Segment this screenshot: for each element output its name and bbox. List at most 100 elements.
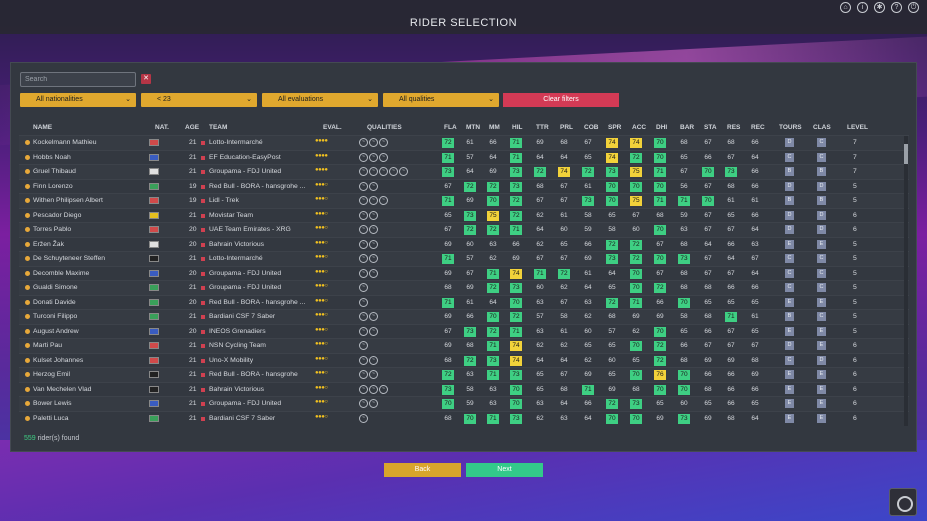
column-header[interactable]: SPR bbox=[608, 124, 622, 131]
search-input[interactable] bbox=[20, 72, 136, 87]
stat-cell: 66 bbox=[704, 327, 712, 335]
column-header[interactable]: TOURS bbox=[779, 124, 802, 131]
clas-badge: E bbox=[817, 297, 826, 307]
column-header[interactable]: TTR bbox=[536, 124, 549, 131]
column-header[interactable]: MM bbox=[489, 124, 500, 131]
rider-level: 7 bbox=[853, 168, 857, 175]
stat-cell: 63 bbox=[536, 400, 544, 407]
tours-badge: C bbox=[785, 152, 794, 162]
game-logo-icon[interactable] bbox=[889, 488, 917, 516]
stat-cell: 73 bbox=[464, 326, 476, 337]
stat-cell: 73 bbox=[630, 399, 642, 409]
table-row[interactable]: Herzog Emil 21 Red Bull - BORA - hansgrohe… bbox=[19, 367, 909, 382]
nationality-filter-label: All nationalities bbox=[36, 96, 83, 103]
table-row[interactable]: Pescador Diego 21 Movistar Team ●●●○ ~ ~65 73 7… bbox=[19, 207, 909, 223]
help-icon[interactable]: ? bbox=[891, 2, 902, 13]
stat-cell: 66 bbox=[751, 284, 759, 291]
table-row[interactable]: Van Mechelen Vlad 21 Bahrain Victorious ●●●… bbox=[19, 381, 909, 397]
quality-icon: ~ bbox=[359, 152, 368, 162]
table-row[interactable]: Turconi Filippo 21 Bardiani CSF 7 Saber ●●●… bbox=[19, 309, 909, 324]
qualities-filter[interactable]: All qualities ⌄ bbox=[383, 93, 499, 107]
rider-status-dot bbox=[25, 256, 30, 261]
table-row[interactable]: Paletti Luca 21 Bardiani CSF 7 Saber ●●●○ ~6… bbox=[19, 410, 909, 426]
column-header[interactable]: PRL bbox=[560, 124, 573, 131]
clear-filters-button[interactable]: Clear filters bbox=[503, 93, 619, 107]
column-header[interactable]: COB bbox=[584, 124, 599, 131]
column-header[interactable]: AGE bbox=[185, 124, 200, 131]
table-row[interactable]: De Schuyteneer Steffen 21 Lotto-Intermarch… bbox=[19, 251, 909, 266]
table-row[interactable]: August Andrew 20 INEOS Grenadiers ●●●○ ~ ~67 7… bbox=[19, 323, 909, 339]
stat-cell: 70 bbox=[606, 413, 618, 424]
table-row[interactable]: Eržen Žak 20 Bahrain Victorious ●●●○ ~ ~69 60 6… bbox=[19, 236, 909, 252]
stat-cell: 61 bbox=[560, 327, 568, 335]
table-row[interactable]: Torres Pablo 20 UAE Team Emirates - XRG ●●●… bbox=[19, 222, 909, 237]
stat-cell: 64 bbox=[751, 414, 759, 422]
tours-badge: B bbox=[785, 312, 794, 321]
rider-team: Lotto-Intermarché bbox=[209, 255, 263, 262]
stat-cell: 62 bbox=[632, 327, 640, 335]
scrollbar-thumb[interactable] bbox=[904, 144, 908, 164]
rider-status-dot bbox=[25, 401, 30, 406]
table-row[interactable]: Kockelmann Mathieu 21 Lotto-Intermarché ●●●… bbox=[19, 135, 909, 150]
rider-team: Bardiani CSF 7 Saber bbox=[209, 414, 276, 422]
stat-cell: 72 bbox=[606, 239, 618, 250]
info-icon[interactable]: i bbox=[857, 2, 868, 13]
table-row[interactable]: Withen Philipsen Albert 19 Lidl - Trek ●●●○… bbox=[19, 193, 909, 208]
column-header[interactable]: REC bbox=[751, 124, 765, 131]
stat-cell: 74 bbox=[510, 341, 522, 351]
column-header[interactable]: ACC bbox=[632, 124, 647, 131]
column-header[interactable]: EVAL. bbox=[323, 124, 342, 131]
team-jersey-icon bbox=[201, 300, 205, 305]
stat-cell: 73 bbox=[582, 196, 594, 206]
column-header[interactable]: MTN bbox=[466, 124, 481, 131]
home-icon[interactable]: ⌂ bbox=[840, 2, 851, 13]
column-header[interactable]: STA bbox=[704, 124, 717, 131]
table-row[interactable]: Bower Lewis 21 Groupama - FDJ United ●●●○ ~ ~… bbox=[19, 396, 909, 411]
table-row[interactable]: Gualdi Simone 21 Groupama - FDJ United ●●●○… bbox=[19, 280, 909, 295]
scrollbar[interactable] bbox=[904, 136, 908, 426]
rider-team: Bardiani CSF 7 Saber bbox=[209, 313, 276, 320]
clear-search-button[interactable]: ✕ bbox=[141, 74, 151, 84]
rider-status-dot bbox=[25, 386, 30, 392]
settings-icon[interactable]: ✱ bbox=[874, 2, 885, 13]
column-header[interactable]: DHI bbox=[656, 124, 668, 131]
quality-icon: ~ bbox=[379, 138, 388, 147]
age-filter[interactable]: < 23 ⌄ bbox=[141, 93, 257, 107]
top-bar: ⌂ i ✱ ? ⏻ RIDER SELECTION bbox=[0, 0, 927, 34]
column-header[interactable]: TEAM bbox=[209, 124, 228, 131]
rider-table: NAME NAT. AGE TEAM EVAL. QUALITIES FLA MTN MM HIL… bbox=[19, 121, 909, 425]
table-row[interactable]: Gruel Thibaud 21 Groupama - FDJ United ●●●●… bbox=[19, 164, 909, 179]
column-header[interactable]: RES bbox=[727, 124, 741, 131]
column-header[interactable]: BAR bbox=[680, 124, 695, 131]
evaluation-rating: ●●●○ bbox=[315, 268, 328, 275]
nation-flag-icon bbox=[149, 327, 159, 335]
stat-cell: 69 bbox=[656, 313, 664, 320]
evaluations-filter[interactable]: All evaluations ⌄ bbox=[262, 93, 378, 107]
table-row[interactable]: Hobbs Noah 21 EF Education-EasyPost ●●●● ~ ~ ~… bbox=[19, 149, 909, 165]
column-header[interactable]: HIL bbox=[512, 124, 523, 131]
stat-cell: 69 bbox=[444, 313, 452, 320]
column-header[interactable]: FLA bbox=[444, 124, 457, 131]
power-icon[interactable]: ⏻ bbox=[908, 2, 919, 13]
table-row[interactable]: Decomble Maxime 20 Groupama - FDJ United ●●… bbox=[19, 265, 909, 281]
quality-icon: ~ bbox=[359, 355, 368, 365]
table-row[interactable]: Marti Pau 21 NSN Cycling Team ●●●○ ~69 68 71 74… bbox=[19, 338, 909, 353]
next-button[interactable]: Next bbox=[466, 463, 543, 477]
column-header[interactable]: NAME bbox=[33, 124, 53, 131]
back-button[interactable]: Back bbox=[384, 463, 461, 477]
table-row[interactable]: Donati Davide 20 Red Bull - BORA - hansgro… bbox=[19, 294, 909, 310]
nationality-filter[interactable]: All nationalities ⌄ bbox=[20, 93, 136, 107]
qualities: ~ ~ bbox=[359, 210, 378, 220]
stat-cell: 65 bbox=[656, 400, 664, 407]
stat-cell: 68 bbox=[560, 139, 568, 146]
stat-cell: 64 bbox=[584, 284, 592, 291]
stat-cell: 63 bbox=[584, 298, 592, 306]
column-header[interactable]: QUALITIES bbox=[367, 124, 402, 131]
column-header[interactable]: LEVEL bbox=[847, 124, 868, 131]
table-row[interactable]: Finn Lorenzo 19 Red Bull - BORA - hansgroh… bbox=[19, 178, 909, 194]
stat-cell: 66 bbox=[466, 313, 474, 320]
column-header[interactable]: NAT. bbox=[155, 124, 169, 131]
stat-cell: 68 bbox=[680, 269, 688, 277]
table-row[interactable]: Kulset Johannes 21 Uno-X Mobility ●●●○ ~ ~68 7… bbox=[19, 352, 909, 368]
column-header[interactable]: CLAS bbox=[813, 124, 831, 131]
